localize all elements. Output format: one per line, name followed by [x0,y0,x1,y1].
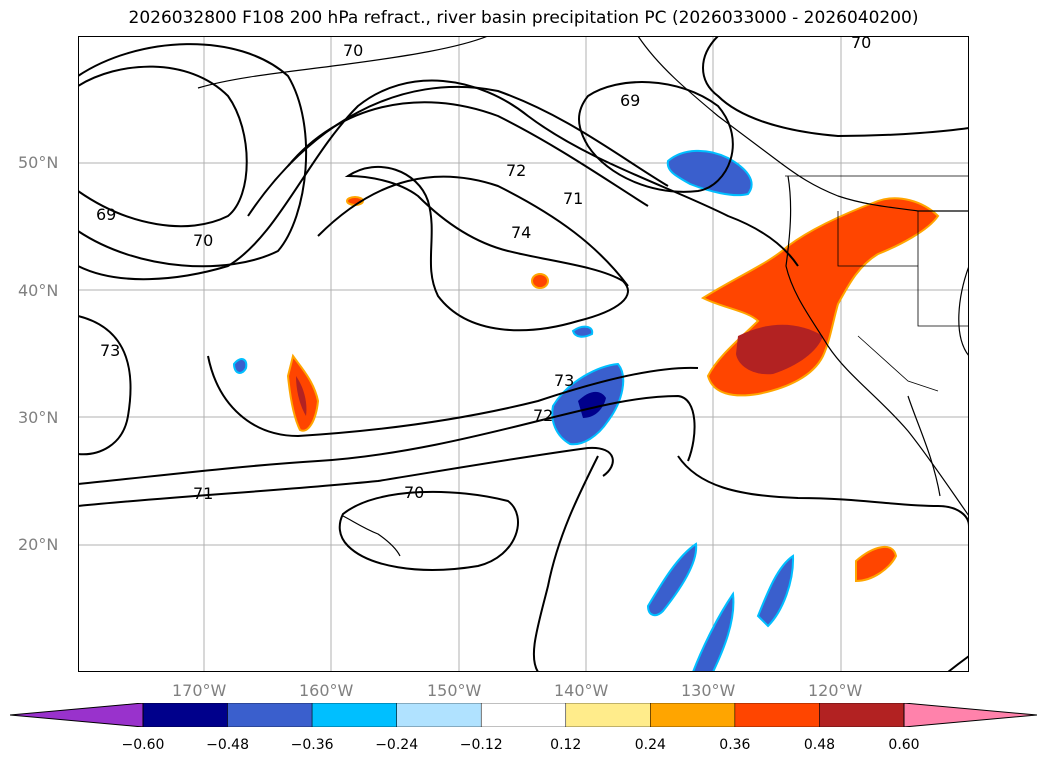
contour-east [702,36,969,138]
contour-71-south [78,446,614,507]
contour-label: 73 [100,341,120,360]
contour-73-west [78,315,132,456]
contour-label: 69 [620,91,640,110]
colorbar-segment [565,703,651,727]
contour-70-west [78,43,308,268]
colorbar-extend-high [903,703,1037,727]
colorbar-tick-label: 0.36 [719,737,751,753]
colorbar-tick-label: 0.24 [634,737,666,753]
colorbar-tick-label: 0.12 [550,737,582,753]
contour-label: 71 [563,189,583,208]
colorbar-tick-label: −0.12 [459,737,503,753]
colorbar-segment [480,703,567,727]
negative-blob-small [571,325,594,338]
lat-label-40n: 40°N [18,281,59,300]
negative-streak-2 [691,591,735,672]
contour-69-west [78,65,248,228]
colorbar-segment [142,703,228,727]
lon-label-160w: 160°W [299,681,354,700]
contour-label: 71 [193,484,213,503]
gridlines [78,36,969,672]
negative-streak-3 [756,554,795,628]
lon-label-130w: 130°W [681,681,736,700]
lat-label-20n: 20°N [18,535,59,554]
contour-label: 70 [404,483,424,502]
contour-label: 73 [554,371,574,390]
contour-label: 70 [193,231,213,250]
positive-anomaly-core [736,324,823,375]
colorbar-segment [311,703,397,727]
colorbar-segment [396,703,482,727]
contour-closed-74 [344,166,629,332]
lon-label-150w: 150°W [427,681,482,700]
contour-se [677,455,969,527]
contour-label: 72 [533,406,553,425]
colorbar-tick-label: −0.60 [121,737,165,753]
map-title: 2026032800 F108 200 hPa refract., river … [128,8,919,28]
contour-outer-1 [78,79,799,281]
lon-label-120w: 120°W [808,681,863,700]
negative-streak-1 [646,542,698,617]
shaded-anomalies [232,149,940,672]
contour-74 [317,175,629,287]
colorbar-extend-low [10,703,144,727]
positive-blob-south [855,546,898,583]
contour-labels: 70 70 69 69 72 71 74 70 73 73 72 71 70 [96,36,871,503]
colorbar-tick-label: −0.48 [206,737,249,753]
lat-label-30n: 30°N [18,408,59,427]
contour-label: 69 [96,205,116,224]
contour-trough [532,455,599,672]
positive-blob-mid [531,273,549,289]
lon-label-170w: 170°W [172,681,227,700]
lon-label-140w: 140°W [554,681,609,700]
negative-blob-hawaii [232,358,248,374]
lat-label-50n: 50°N [18,153,59,172]
colorbar-segment [650,703,736,727]
contour-label: 70 [851,36,871,52]
contours [78,36,969,672]
contour-label: 74 [511,223,531,242]
colorbar-segment [819,703,905,727]
colorbar-segment [227,703,313,727]
contour-70-south [338,490,519,571]
colorbar-tick-label: −0.36 [290,737,334,753]
contour-subtrop-2 [78,394,696,485]
colorbar [10,703,1037,727]
colorbar-tick-label: −0.24 [375,737,419,753]
colorbar-tick-label: 0.60 [888,737,920,753]
contour-69-gulf [578,81,734,193]
colorbar-segment [734,703,820,727]
contour-label: 70 [343,41,363,60]
map-panel: 70 70 69 69 72 71 74 70 73 73 72 71 70 [78,36,969,672]
contour-subtrop-1 [207,355,699,438]
contour-71 [247,86,669,217]
colorbar-tick-label: 0.48 [803,737,836,753]
borders [785,175,969,392]
contour-label: 72 [506,161,526,180]
